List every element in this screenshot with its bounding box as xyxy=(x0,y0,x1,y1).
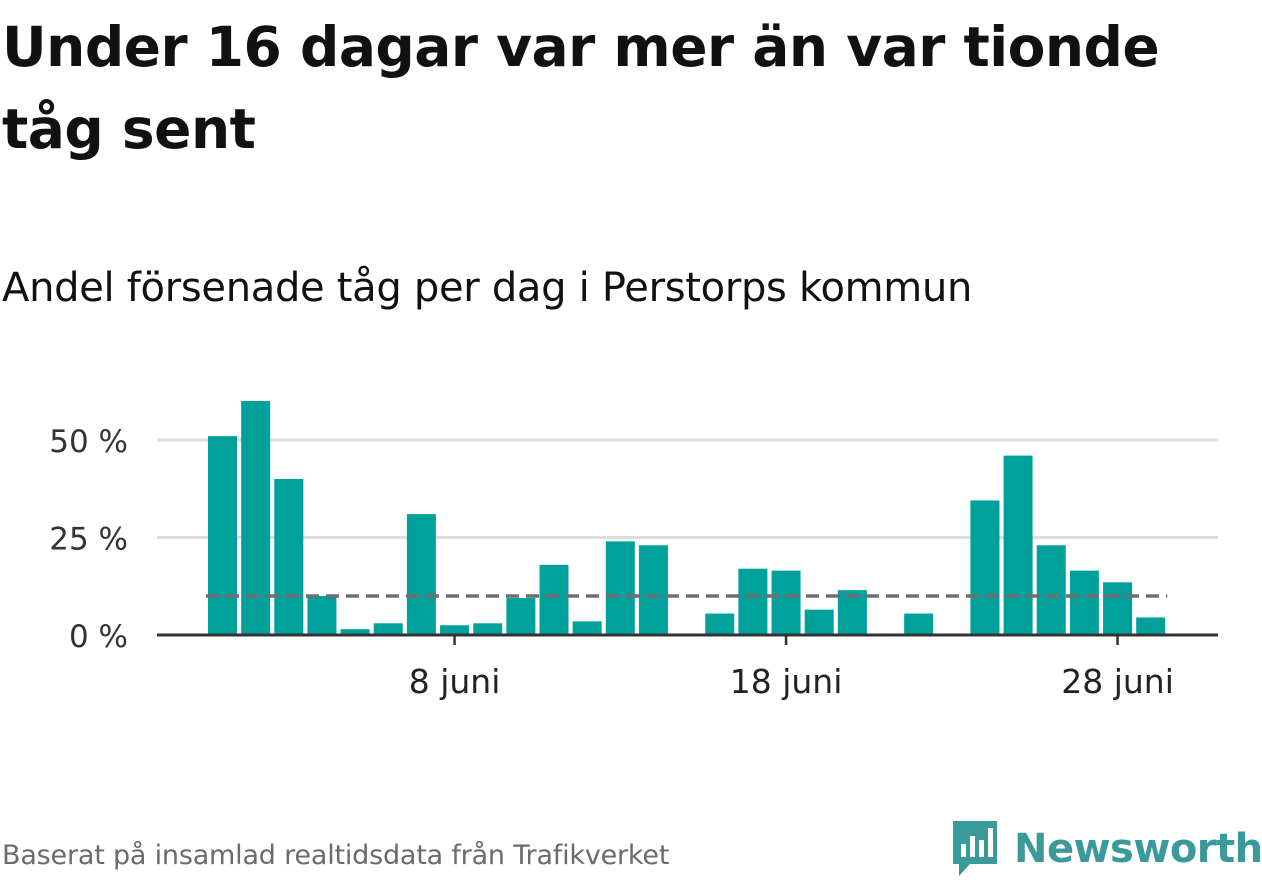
bar xyxy=(572,621,602,635)
bar xyxy=(738,568,768,635)
bar xyxy=(406,514,436,635)
y-tick-label: 0 % xyxy=(69,619,128,655)
bar-chart: 0 % 25 % 50 % 8 juni 18 juni 28 juni xyxy=(49,401,1218,701)
bar xyxy=(1136,617,1166,635)
chart-subtitle: Andel försenade tåg per dag i Perstorps … xyxy=(2,265,973,311)
bar xyxy=(705,613,735,635)
bar xyxy=(804,609,834,635)
y-tick-label: 50 % xyxy=(49,424,128,460)
bar xyxy=(970,500,1000,635)
source-note: Baserat på insamlad realtidsdata från Tr… xyxy=(2,840,670,871)
x-tick-label: 18 juni xyxy=(730,662,843,701)
bar xyxy=(1103,582,1133,635)
bar xyxy=(771,570,801,635)
axis-labels: 0 % 25 % 50 % 8 juni 18 juni 28 juni xyxy=(49,424,1174,701)
bars xyxy=(208,401,1166,635)
bar xyxy=(241,401,271,635)
bar xyxy=(1003,455,1033,635)
bar xyxy=(473,623,503,635)
bar-chart-logo-icon xyxy=(953,821,997,876)
bar xyxy=(904,613,934,635)
bar xyxy=(340,629,370,635)
bar xyxy=(1036,545,1066,635)
y-tick-label: 25 % xyxy=(49,522,128,558)
brand-logo: Newsworthy xyxy=(950,818,1262,880)
x-tick-label: 28 juni xyxy=(1061,662,1174,701)
bar xyxy=(208,436,237,635)
bar xyxy=(274,479,304,635)
bar xyxy=(539,564,569,635)
chart-title: Under 16 dagar var mer än var tionde tåg… xyxy=(2,15,1160,161)
bar xyxy=(307,596,337,635)
bar xyxy=(506,597,536,635)
bar xyxy=(605,541,635,635)
bar xyxy=(440,625,470,635)
x-axis xyxy=(157,633,1218,645)
bar xyxy=(373,623,403,635)
bar xyxy=(1069,570,1099,635)
x-tick-label: 8 juni xyxy=(409,662,501,701)
grid-lines xyxy=(157,438,1218,539)
brand-name: Newsworthy xyxy=(1014,826,1262,872)
bar xyxy=(638,545,668,635)
